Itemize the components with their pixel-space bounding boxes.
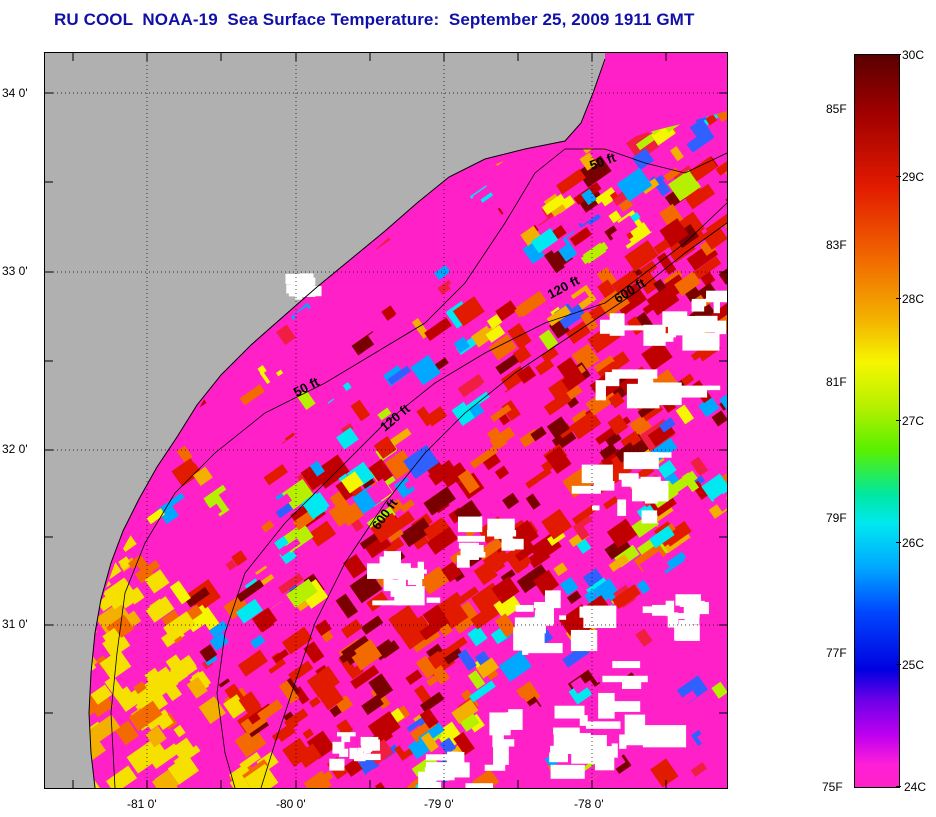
- colorbar-tick: [896, 176, 901, 177]
- lon-label-80: -80 0': [276, 797, 306, 811]
- lat-label-32: 32 0': [2, 442, 28, 456]
- coastline: [88, 58, 606, 788]
- colorbar-label-25c: 25C: [902, 658, 925, 672]
- colorbar-label-85f: 85F: [826, 102, 847, 116]
- colorbar-label-26c: 26C: [902, 536, 925, 550]
- sst-map-panel[interactable]: 50 ft 120 ft 600 ft 50 ft 120 ft 600 ft: [44, 52, 728, 789]
- depth-contour-600ft: [260, 222, 727, 788]
- colorbar-tick: [896, 542, 901, 543]
- temperature-colorbar: [854, 54, 900, 788]
- colorbar-label-29c: 29C: [902, 170, 925, 184]
- colorbar-label-28c: 28C: [902, 292, 925, 306]
- lon-label-81: -81 0': [127, 797, 157, 811]
- colorbar-label-24c: 24C: [904, 780, 927, 794]
- colorbar-tick: [896, 298, 901, 299]
- colorbar-label-77f: 77F: [826, 646, 847, 660]
- map-title: RU COOL NOAA-19 Sea Surface Temperature:…: [54, 10, 695, 29]
- lon-label-79: -79 0': [424, 797, 454, 811]
- colorbar-label-27c: 27C: [902, 414, 925, 428]
- colorbar-tick: [896, 420, 901, 421]
- colorbar-tick: [896, 786, 901, 787]
- depth-contour-120ft: [216, 202, 727, 788]
- colorbar-tick: [896, 54, 901, 55]
- lat-label-31: 31 0': [2, 617, 28, 631]
- colorbar-label-30c: 30C: [902, 48, 925, 62]
- land-mass: [45, 53, 605, 788]
- lon-label-78: -78 0': [574, 797, 604, 811]
- colorbar-tick: [896, 664, 901, 665]
- colorbar-label-75f: 75F: [822, 780, 843, 794]
- colorbar-label-81f: 81F: [826, 375, 847, 389]
- colorbar-label-79f: 79F: [826, 511, 847, 525]
- sst-map-canvas: 50 ft 120 ft 600 ft 50 ft 120 ft 600 ft: [45, 53, 727, 788]
- colorbar-label-83f: 83F: [826, 238, 847, 252]
- depth-contour-50ft: [110, 148, 727, 788]
- lat-label-34: 34 0': [2, 86, 28, 100]
- lat-label-33: 33 0': [2, 264, 28, 278]
